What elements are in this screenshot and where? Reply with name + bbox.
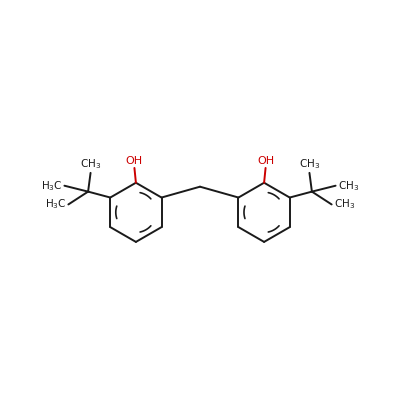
Text: CH$_3$: CH$_3$ — [80, 158, 101, 172]
Text: CH$_3$: CH$_3$ — [299, 158, 320, 172]
Text: H$_3$C: H$_3$C — [41, 179, 62, 193]
Text: H$_3$C: H$_3$C — [45, 198, 66, 211]
Text: OH: OH — [126, 156, 143, 166]
Text: CH$_3$: CH$_3$ — [334, 198, 355, 211]
Text: OH: OH — [257, 156, 274, 166]
Text: CH$_3$: CH$_3$ — [338, 179, 359, 193]
